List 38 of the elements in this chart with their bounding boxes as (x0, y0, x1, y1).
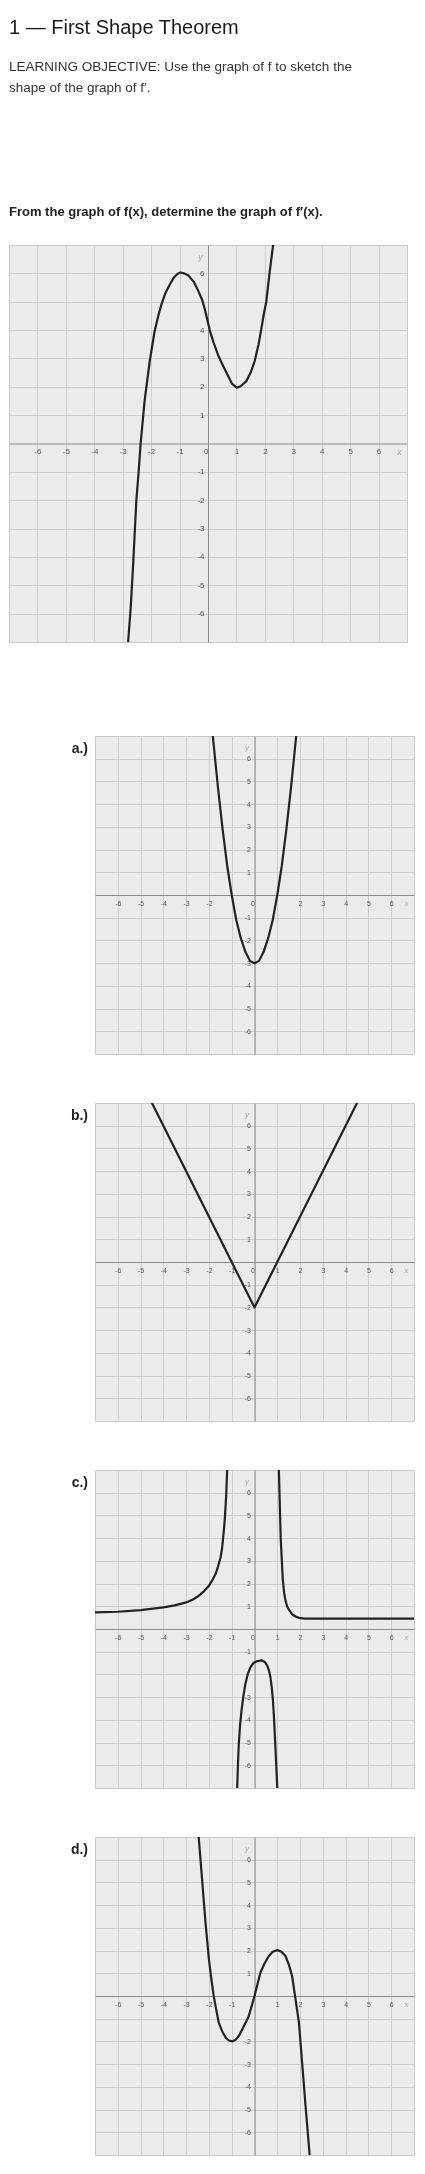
line-series (95, 1470, 229, 1614)
x-tick-label: -2 (148, 447, 156, 456)
chart-title: c.) (71, 1474, 88, 1490)
x-tick-label: 0 (204, 447, 210, 456)
y-tick-label: -6 (197, 609, 206, 619)
x-tick-label: -5 (62, 447, 71, 456)
y-tick-label: -4 (197, 552, 206, 562)
x-tick-label: -3 (119, 447, 128, 456)
chart-title: b.) (70, 1107, 88, 1123)
x-tick-label: 1 (234, 447, 240, 456)
y-tick-label: -5 (197, 580, 206, 590)
chart-subtitle: LEARNING OBJECTIVE: Use the graph of f to sketch the shape of the graph of f′. (9, 58, 352, 95)
y-tick-label: 1 (200, 410, 206, 420)
line-series (277, 1470, 414, 1620)
chart-title: 1 — First Shape Theorem (9, 15, 239, 38)
line-series (211, 736, 298, 965)
y-tick-label: 3 (200, 353, 206, 363)
x-tick-label: 5 (348, 447, 354, 456)
y-tick-label: 6 (200, 268, 206, 278)
line-series (236, 1659, 279, 1788)
y-tick-label: 2 (200, 382, 206, 392)
chart-title: d.) (70, 1841, 88, 1857)
chart-title: a.) (71, 740, 88, 756)
x-axis-title: x (396, 447, 403, 457)
x-tick-label: 4 (319, 447, 325, 456)
y-tick-label: 4 (200, 325, 206, 335)
y-tick-label: -3 (197, 524, 206, 534)
y-tick-label: -2 (197, 495, 206, 505)
x-tick-label: -1 (176, 447, 185, 456)
line-series (197, 1837, 311, 2155)
y-tick-label: -1 (197, 467, 206, 477)
line-series (127, 245, 275, 642)
x-tick-label: -4 (91, 447, 99, 456)
x-tick-label: 2 (263, 447, 269, 456)
x-tick-label: -6 (34, 447, 43, 456)
text: From the graph of f(x), determine the graph of f′(x). (9, 204, 323, 219)
x-tick-label: 3 (291, 447, 297, 456)
x-tick-label: 6 (376, 447, 382, 456)
